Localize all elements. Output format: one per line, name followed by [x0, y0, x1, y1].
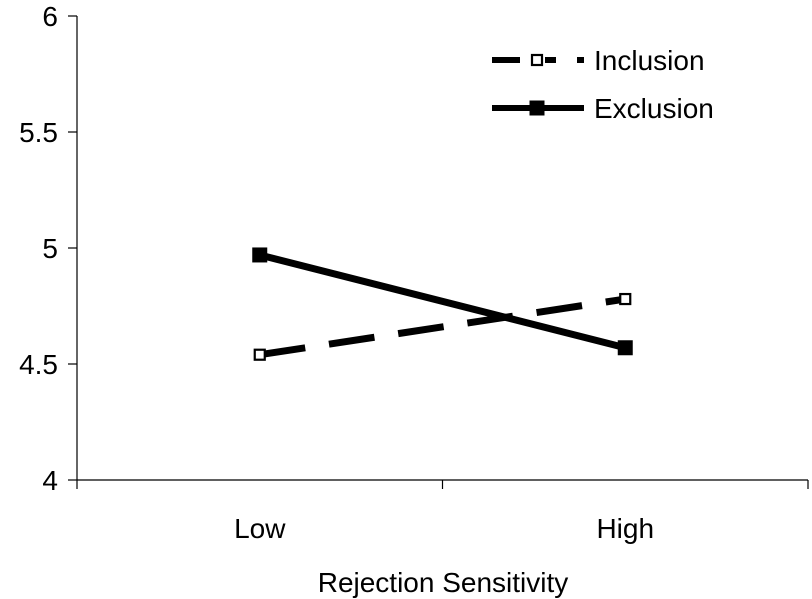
y-tick-label: 4 — [42, 465, 58, 496]
legend: Inclusion Exclusion — [492, 45, 714, 124]
plot-series — [252, 247, 633, 361]
data-point-inclusion — [619, 292, 632, 306]
legend-label-exclusion: Exclusion — [594, 93, 714, 124]
x-tick-label: Low — [234, 513, 286, 544]
data-point-exclusion — [617, 340, 633, 356]
legend-label-inclusion: Inclusion — [594, 45, 705, 76]
x-axis-title: Rejection Sensitivity — [318, 567, 569, 598]
data-point-inclusion — [253, 348, 266, 361]
y-tick-label: 5.5 — [19, 117, 58, 148]
axes: 4 4.5 5 5.5 6 Low High — [19, 1, 809, 544]
series-line-exclusion — [258, 251, 627, 352]
data-point-exclusion — [252, 247, 268, 263]
y-tick-label: 6 — [42, 1, 58, 32]
y-tick-label: 5 — [42, 233, 58, 264]
series-line-inclusion — [259, 295, 626, 359]
y-tick-label: 4.5 — [19, 349, 58, 380]
legend-marker-inclusion — [530, 53, 544, 67]
legend-marker-exclusion — [529, 100, 545, 116]
x-tick-label: High — [596, 513, 654, 544]
